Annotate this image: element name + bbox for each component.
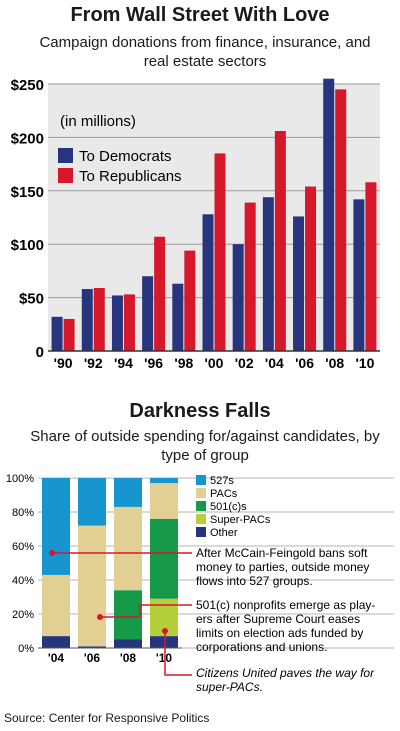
bar-republicans [123,294,135,351]
x-tick-label: '98 [174,355,193,371]
y-tick-label: $250 [11,77,44,94]
chart2-title: Darkness Falls [129,400,271,422]
annotation-text: 501(c) nonprofits emerge as play-ers aft… [196,598,375,654]
bar-democrats [353,199,365,351]
bar-democrats [262,197,274,351]
legend-swatch [196,488,206,498]
y-tick-label: $100 [11,237,44,254]
chart1-plot: 0 $50 $100 $150 $200 $250 '90 '92 '94 '96 '98 '00 '0… [11,77,380,371]
annotation-leader [164,631,192,676]
bar-republicans [184,250,196,351]
bar-republicans [305,186,317,351]
bar-republicans [244,202,256,351]
bar-democrats [202,214,214,351]
x-tick-label: '08 [120,651,137,665]
x-tick-label: '94 [114,355,133,371]
annotation-dot [97,614,103,620]
annotation-dot [162,628,168,634]
bar-democrats [81,289,93,351]
y-tick-label: $50 [19,291,44,308]
stacked-segment [42,478,70,575]
stacked-segment [78,478,106,526]
legend-label: 501(c)s [210,501,247,513]
bar-democrats [111,295,123,351]
source-note: Source: Center for Responsive Politics [4,711,210,725]
annotation-text: Citizens United paves the way for super-P… [196,666,375,694]
x-tick-label: '10 [355,355,374,371]
x-tick-label: '04 [48,651,65,665]
unit-note: (in millions) [60,113,136,130]
stacked-segment [150,518,178,599]
x-tick-label: '02 [235,355,254,371]
legend-swatch [196,514,206,524]
legend-label: Super-PACs [210,514,271,526]
bar-democrats [293,216,305,351]
bar-republicans [274,130,286,351]
legend-swatch [196,527,206,537]
stacked-segment [42,636,70,648]
y-tick-label: 100% [6,473,34,485]
bar-republicans [335,89,347,351]
y-tick-label: 40% [12,575,34,587]
stacked-segment [114,639,142,648]
bar-republicans [63,318,75,351]
legend-swatch [58,168,73,183]
bar-democrats [232,244,244,351]
bar-democrats [172,283,184,351]
legend-label: PACs [210,488,238,500]
legend-label: To Republicans [79,168,182,185]
y-tick-label: 60% [12,541,34,553]
annotation-dot [49,550,55,556]
annotation-text: After McCain-Feingold bans soft money to … [196,546,369,588]
x-tick-label: '08 [325,355,344,371]
y-tick-label: $150 [11,184,44,201]
stacked-segment [150,636,178,648]
bar-democrats [51,316,63,351]
x-tick-label: '96 [144,355,163,371]
bar-democrats [323,78,335,351]
chart2-subtitle: Share of outside spending for/against ca… [30,428,380,464]
chart2-plot: 0%20%40%60%80%100%'04'06'08'10527sPACs50… [6,473,394,694]
y-tick-label: 20% [12,609,34,621]
bar-republicans [154,236,166,351]
y-tick-label: 0 [36,344,44,361]
x-tick-label: '10 [156,651,173,665]
y-tick-label: 0% [18,643,34,655]
x-tick-label: '06 [295,355,314,371]
bar-republicans [214,153,226,351]
chart1-title: From Wall Street With Love [70,4,330,26]
bar-democrats [142,276,154,351]
legend-label: Other [210,527,238,539]
x-tick-label: '00 [205,355,224,371]
stacked-segment [42,574,70,637]
annotation-leader [100,604,192,618]
bar-republicans [93,287,105,351]
stacked-segment [150,478,178,484]
stacked-segment [150,483,178,519]
stacked-segment [114,590,142,640]
stacked-segment [78,525,106,647]
chart1-subtitle: Campaign donations from finance, insuran… [39,34,371,70]
y-tick-label: 80% [12,507,34,519]
x-tick-label: '06 [84,651,101,665]
legend-label: 527s [210,475,234,487]
legend-swatch [196,475,206,485]
x-tick-label: '92 [84,355,103,371]
legend-swatch [196,501,206,511]
stacked-segment [78,646,106,648]
stacked-segment [114,506,142,591]
stacked-segment [114,478,142,507]
legend-swatch [58,148,73,163]
bar-republicans [365,182,377,351]
y-tick-label: $200 [11,130,44,147]
x-tick-label: '04 [265,355,284,371]
x-tick-label: '90 [54,355,73,371]
legend-label: To Democrats [79,148,172,165]
